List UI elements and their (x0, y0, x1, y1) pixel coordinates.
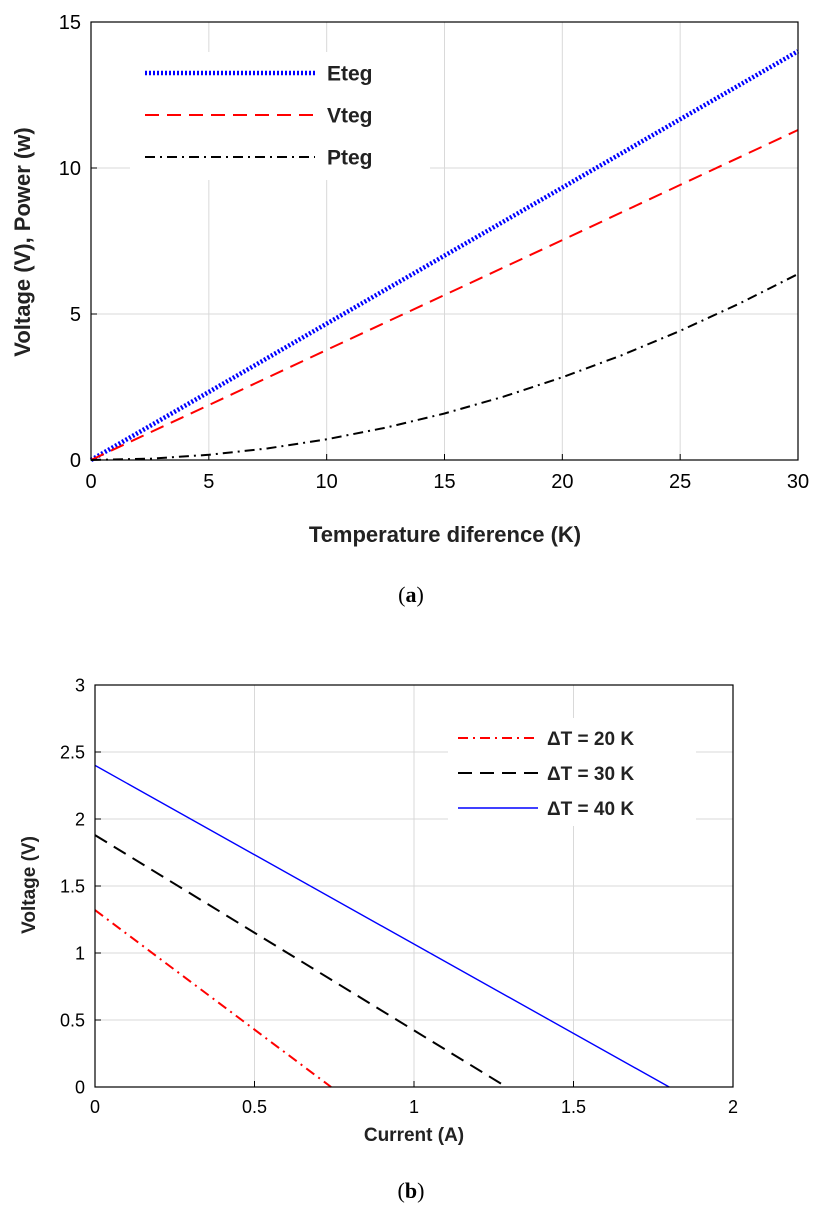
x-tick-label: 20 (551, 471, 573, 493)
series-line-2 (94, 834, 508, 1088)
chart-b-legend: ΔT = 20 K ΔT = 30 K ΔT = 40 K (448, 718, 696, 826)
chart-a-caption-letter: a (406, 582, 417, 607)
chart-b-caption: (b) (398, 1178, 425, 1203)
chart-a-caption: (a) (398, 582, 424, 607)
legend-label-1: ΔT = 20 K (547, 729, 634, 750)
legend-label-3: Pteg (327, 147, 373, 170)
x-tick-label: 0 (90, 1097, 100, 1117)
x-tick-label: 25 (669, 471, 691, 493)
chart-a-x-axis-label: Temperature diference (K) (309, 522, 581, 547)
y-tick-label: 0 (75, 1077, 85, 1097)
chart-b-ticks: 0 0.5 1 1.5 2 0 0.5 1 1.5 2 2.5 3 (60, 675, 738, 1117)
chart-a: 0 5 10 15 20 25 30 0 5 10 15 Temperature diference… (10, 12, 809, 607)
chart-b: 0 0.5 1 1.5 2 0 0.5 1 1.5 2 2.5 3 Current (A) Volta… (19, 675, 738, 1203)
series-line-1 (89, 49, 800, 462)
legend-label-1: Eteg (327, 63, 373, 86)
legend-label-2: Vteg (327, 105, 373, 128)
y-tick-label: 15 (59, 12, 81, 34)
legend-label-3: ΔT = 40 K (547, 799, 634, 820)
y-tick-label: 1.5 (60, 876, 85, 896)
y-tick-label: 0.5 (60, 1010, 85, 1030)
y-tick-label: 5 (70, 304, 81, 326)
legend-label-2: ΔT = 30 K (547, 764, 634, 785)
chart-b-series (94, 764, 670, 1088)
chart-b-y-axis-label: Voltage (V) (19, 836, 40, 934)
x-tick-label: 30 (787, 471, 809, 493)
chart-b-x-axis-label: Current (A) (364, 1125, 464, 1146)
series-line-2 (90, 129, 799, 461)
y-tick-label: 1 (75, 943, 85, 963)
x-tick-label: 0 (85, 471, 96, 493)
x-tick-label: 0.5 (242, 1097, 267, 1117)
y-tick-label: 3 (75, 675, 85, 695)
chart-b-caption-letter: b (405, 1178, 417, 1203)
series-line-1 (94, 909, 332, 1088)
x-tick-label: 1.5 (561, 1097, 586, 1117)
chart-a-ticks: 0 5 10 15 20 25 30 0 5 10 15 (59, 12, 809, 493)
x-tick-label: 10 (316, 471, 338, 493)
x-tick-label: 1 (409, 1097, 419, 1117)
x-tick-label: 5 (203, 471, 214, 493)
y-tick-label: 2 (75, 809, 85, 829)
y-tick-label: 10 (59, 158, 81, 180)
series-line-3 (94, 764, 670, 1088)
y-tick-label: 2.5 (60, 742, 85, 762)
chart-a-y-axis-label: Voltage (V), Power (w) (10, 127, 35, 356)
x-tick-label: 2 (728, 1097, 738, 1117)
chart-a-legend: Eteg Vteg Pteg (130, 52, 430, 180)
y-tick-label: 0 (70, 450, 81, 472)
x-tick-label: 15 (433, 471, 455, 493)
